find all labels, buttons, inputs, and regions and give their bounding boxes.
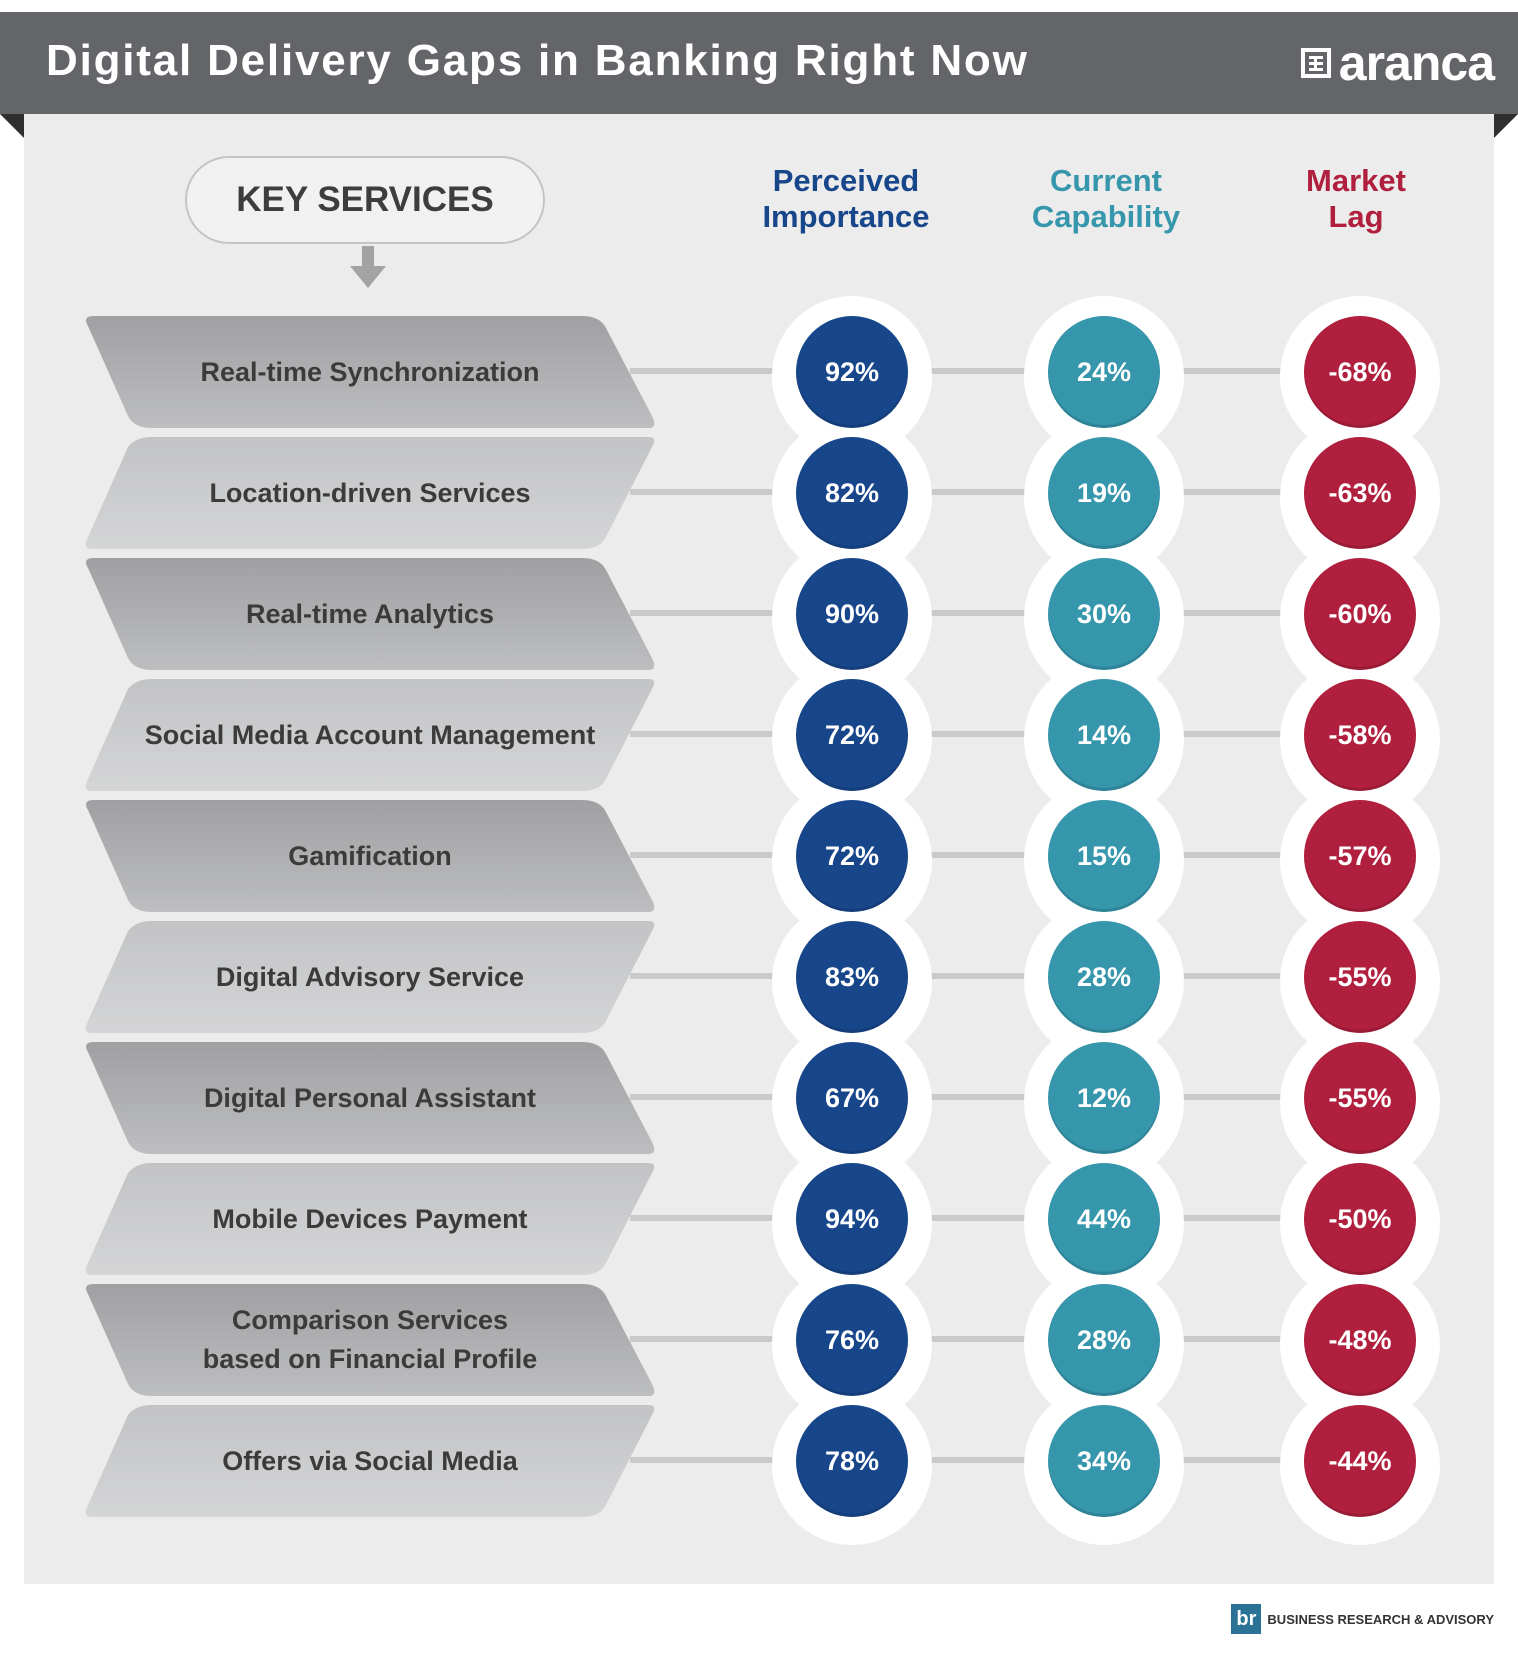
service-name: Location-driven Services	[209, 477, 531, 508]
banner-fold-left	[0, 114, 24, 138]
value-market-lag: -68%	[1304, 316, 1416, 428]
column-header-importance-line2: Importance	[762, 199, 930, 234]
service-name: Social Media Account Management	[144, 719, 596, 750]
column-header-capability-line2: Capability	[1031, 199, 1181, 234]
column-header-capability: Current Capability	[986, 163, 1226, 235]
column-header-market-lag: Market Lag	[1236, 163, 1476, 235]
aranca-logo: aranca	[1300, 35, 1495, 91]
service-row: Offers via Social Media 78% 34% -44%	[0, 1385, 1518, 1545]
service-label-shape	[86, 800, 655, 912]
service-name: Real-time Analytics	[245, 598, 495, 629]
aranca-logo-icon	[1300, 48, 1331, 78]
row-connector	[630, 1215, 1320, 1221]
title-banner	[0, 12, 1518, 114]
service-row: Social Media Account Management 72% 14% -58…	[0, 659, 1518, 819]
service-row: Digital Personal Assistant 67% 12% -55%	[0, 1022, 1518, 1182]
value-importance: 72%	[796, 679, 908, 791]
service-label-shape	[85, 679, 655, 791]
footer-text: BUSINESS RESEARCH & ADVISORY	[1267, 1611, 1494, 1627]
value-capability: 19%	[1048, 437, 1160, 549]
service-name: Real-time Synchronization	[200, 356, 540, 387]
service-row: Real-time Synchronization 92% 24% -68%	[0, 296, 1518, 456]
row-connector	[630, 1336, 1320, 1342]
row-connector	[630, 610, 1320, 616]
value-importance: 78%	[796, 1405, 908, 1517]
footer-brand: br BUSINESS RESEARCH & ADVISORY	[1231, 1604, 1494, 1634]
service-label-shape	[85, 1163, 655, 1275]
value-importance: 92%	[796, 316, 908, 428]
banner-fold-right	[1494, 114, 1518, 138]
row-connector	[630, 973, 1320, 979]
value-importance: 94%	[796, 1163, 908, 1275]
value-capability: 12%	[1048, 1042, 1160, 1154]
row-connector	[630, 368, 1320, 374]
aranca-logo-text: aranca	[1338, 35, 1495, 91]
br-logo-icon: br	[1231, 1604, 1262, 1634]
service-label-shape	[85, 437, 655, 549]
value-market-lag: -60%	[1304, 558, 1416, 670]
service-label-shape	[85, 1405, 655, 1517]
service-name: Comparison Services based on Financial P…	[202, 1305, 538, 1374]
value-market-lag: -50%	[1304, 1163, 1416, 1275]
service-label-shape	[86, 1042, 655, 1154]
value-importance: 82%	[796, 437, 908, 549]
service-row: Comparison Services based on Financial P…	[0, 1264, 1518, 1424]
value-market-lag: -57%	[1304, 800, 1416, 912]
value-market-lag: -48%	[1304, 1284, 1416, 1396]
column-header-capability-line1: Current	[1050, 163, 1162, 198]
column-header-market-lag-line1: Market	[1306, 163, 1406, 198]
service-row: Gamification 72% 15% -57%	[0, 780, 1518, 940]
service-label-shape	[86, 316, 655, 428]
value-importance: 83%	[796, 921, 908, 1033]
row-connector	[630, 731, 1320, 737]
down-arrow-icon	[350, 246, 386, 288]
value-capability: 34%	[1048, 1405, 1160, 1517]
column-header-importance: Perceived Importance	[726, 163, 966, 235]
value-market-lag: -44%	[1304, 1405, 1416, 1517]
value-market-lag: -63%	[1304, 437, 1416, 549]
row-connector	[630, 852, 1320, 858]
value-importance: 67%	[796, 1042, 908, 1154]
value-market-lag: -58%	[1304, 679, 1416, 791]
value-importance: 72%	[796, 800, 908, 912]
page-title: Digital Delivery Gaps in Banking Right N…	[46, 36, 1029, 85]
service-label-shape	[86, 1284, 655, 1396]
service-row: Digital Advisory Service 83% 28% -55%	[0, 901, 1518, 1061]
value-capability: 15%	[1048, 800, 1160, 912]
service-name: Digital Advisory Service	[215, 961, 525, 992]
service-name: Mobile Devices Payment	[212, 1203, 528, 1234]
row-connector	[630, 1094, 1320, 1100]
value-capability: 28%	[1048, 921, 1160, 1033]
key-services-label: KEY SERVICES	[185, 156, 545, 244]
value-market-lag: -55%	[1304, 921, 1416, 1033]
value-capability: 30%	[1048, 558, 1160, 670]
value-importance: 90%	[796, 558, 908, 670]
value-capability: 14%	[1048, 679, 1160, 791]
service-name: Gamification	[288, 840, 452, 871]
service-name: Digital Personal Assistant	[203, 1082, 537, 1113]
row-connector	[630, 489, 1320, 495]
value-capability: 44%	[1048, 1163, 1160, 1275]
service-row: Location-driven Services 82% 19% -63%	[0, 417, 1518, 577]
service-row: Real-time Analytics 90% 30% -60%	[0, 538, 1518, 698]
value-importance: 76%	[796, 1284, 908, 1396]
column-header-market-lag-line2: Lag	[1328, 199, 1384, 234]
value-capability: 28%	[1048, 1284, 1160, 1396]
service-label-shape	[85, 921, 655, 1033]
service-label-shape	[86, 558, 655, 670]
service-row: Mobile Devices Payment 94% 44% -50%	[0, 1143, 1518, 1303]
value-market-lag: -55%	[1304, 1042, 1416, 1154]
service-name: Offers via Social Media	[222, 1445, 518, 1476]
value-capability: 24%	[1048, 316, 1160, 428]
column-header-importance-line1: Perceived	[772, 163, 920, 198]
row-connector	[630, 1457, 1320, 1463]
